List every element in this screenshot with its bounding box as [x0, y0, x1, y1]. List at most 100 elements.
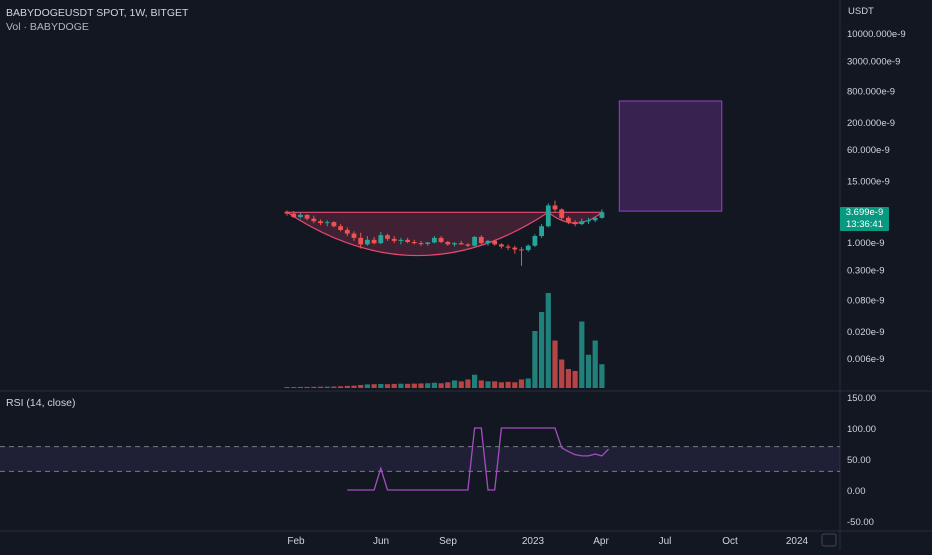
volume-bar [425, 383, 431, 388]
volume-bar [338, 386, 344, 388]
candle-body [532, 236, 538, 246]
rsi-axis-label: 150.00 [847, 393, 876, 404]
volume-bar [559, 359, 565, 388]
volume-bar [465, 379, 471, 388]
volume-bar [311, 386, 317, 388]
candle-body [324, 222, 330, 224]
volume-bar [539, 312, 545, 388]
chart-legend: BABYDOGEUSDT SPOT, 1W, BITGET Vol · BABY… [6, 6, 188, 34]
candle-body [304, 214, 310, 219]
price-axis-label: 0.080e-9 [847, 295, 885, 306]
volume-bar [351, 385, 357, 388]
volume-bar [552, 340, 558, 388]
volume-bar [545, 293, 551, 388]
candle-body [458, 243, 464, 245]
rsi-axis-label: 100.00 [847, 424, 876, 435]
candle-body [411, 242, 417, 244]
symbol-title[interactable]: BABYDOGEUSDT SPOT, 1W, BITGET [6, 7, 189, 19]
volume-bar [525, 378, 531, 388]
volume-bar [512, 382, 518, 388]
volume-bar [451, 380, 458, 388]
time-axis-label: Feb [287, 536, 305, 547]
candle-body [512, 247, 518, 250]
volume-bar [391, 383, 397, 388]
time-axis-label: Oct [722, 536, 738, 547]
rsi-legend[interactable]: RSI (14, close) [6, 397, 76, 409]
volume-legend[interactable]: Vol · BABYDOGE [6, 21, 89, 33]
volume-bar [297, 386, 303, 388]
candle-body [344, 229, 350, 234]
volume-bar [344, 385, 350, 388]
candle-body [391, 238, 397, 241]
volume-bar [378, 384, 384, 388]
volume-bar [284, 387, 290, 388]
volume-bar [478, 380, 484, 388]
candle-body [284, 211, 290, 214]
rsi-axis-label: 50.00 [847, 455, 871, 466]
candle-body [398, 239, 404, 241]
time-axis-label: Jul [659, 536, 672, 547]
volume-bar [398, 383, 404, 388]
candle-body [499, 244, 504, 247]
volume-bar [485, 381, 491, 388]
candle-body [425, 242, 431, 244]
volume-bar [418, 383, 424, 388]
candle-body [539, 226, 544, 237]
volume-bar [492, 381, 498, 388]
candle-body [405, 239, 410, 242]
candle-body [579, 221, 585, 225]
price-axis-label: 3000.000e-9 [847, 56, 900, 67]
price-axis-label: 10000.000e-9 [847, 29, 906, 40]
price-axis-label: 0.020e-9 [847, 327, 885, 338]
candle-body [545, 205, 551, 227]
candle-body [291, 213, 297, 218]
candle-body [478, 236, 484, 244]
time-axis-label: Apr [593, 536, 609, 547]
volume-bar [518, 379, 525, 388]
price-axis-label: 200.000e-9 [847, 118, 895, 129]
rsi-axis-label: -50.00 [847, 517, 874, 528]
candle-body [432, 237, 437, 243]
volume-bar [364, 384, 370, 388]
candle-body [351, 233, 357, 238]
volume-bar [411, 383, 417, 388]
time-axis-label: Jun [373, 536, 389, 547]
time-axis-label: 2024 [786, 536, 809, 547]
candle-body [519, 249, 524, 251]
rsi-axis-label: 0.00 [847, 486, 866, 497]
candle-body [599, 212, 605, 218]
candle-body [492, 240, 498, 245]
rsi-line [347, 427, 610, 491]
volume-bar [532, 331, 538, 388]
volume-bar [431, 382, 437, 388]
time-axis-label: Sep [439, 536, 457, 547]
volume-bar [498, 382, 504, 388]
candle-body [472, 236, 477, 246]
candle-body [365, 239, 370, 245]
candle-body [385, 235, 390, 239]
volume-bar [572, 370, 578, 388]
price-axis-unit: USDT [848, 6, 874, 17]
volume-bar [405, 383, 411, 388]
volume-bar [331, 386, 337, 388]
candle-body [592, 217, 598, 221]
volume-bar [579, 321, 585, 388]
candle-body [552, 205, 558, 210]
candle-body [452, 243, 457, 245]
candle-body [331, 222, 337, 227]
time-axis-settings-icon [821, 533, 837, 547]
volume-bar [565, 369, 571, 388]
candle-body [338, 226, 343, 230]
volume-bar [505, 381, 511, 388]
candle-body [572, 222, 578, 225]
candle-body [465, 244, 471, 246]
candle-body [566, 217, 571, 223]
candle-body [525, 245, 531, 251]
target-rectangle [618, 100, 723, 212]
price-axis-label: 800.000e-9 [847, 86, 895, 97]
bar-countdown: 13:36:41 [846, 219, 883, 230]
volume-bar [585, 354, 592, 388]
price-axis-label: 15.000e-9 [847, 177, 890, 188]
